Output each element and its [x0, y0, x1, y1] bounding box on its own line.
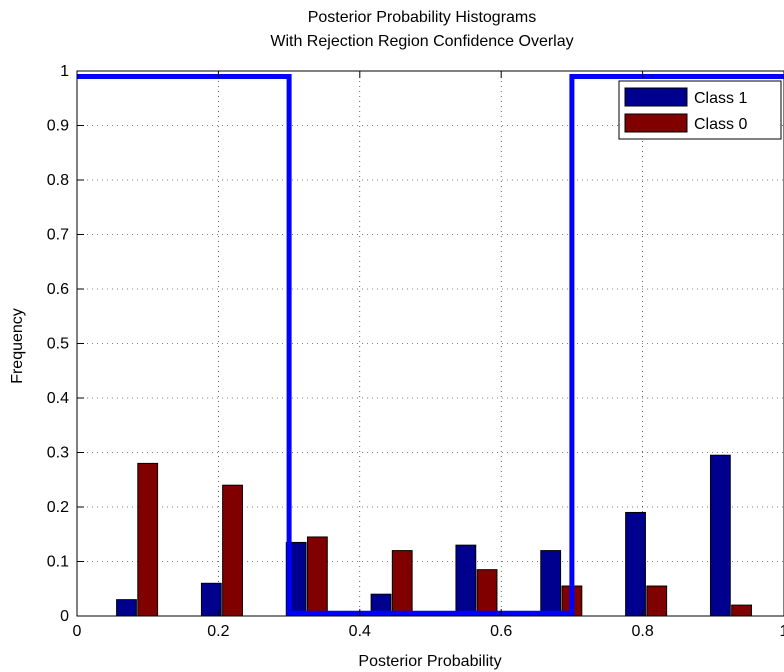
x-tick-label: 0.8	[631, 623, 653, 640]
legend: Class 1 Class 0	[618, 80, 782, 140]
rejection-region-line	[77, 73, 784, 616]
x-tick-label: 0	[73, 623, 82, 640]
ticks: 0 0.2 0.4 0.6 0.8 1 0 0.1 0.2 0.3 0.4 0.5 0.6 0.7 0.8 0…	[47, 63, 784, 640]
bar-class-0	[476, 569, 498, 617]
bar-class-1	[455, 544, 477, 617]
legend-swatch-class-1	[624, 87, 688, 107]
y-tick-label: 0.6	[47, 281, 69, 298]
bar-class-0	[222, 484, 243, 617]
bar-class-1	[540, 550, 562, 617]
y-tick-label: 0.3	[47, 445, 69, 462]
bar-class-1	[709, 454, 731, 617]
x-tick-label: 0.4	[349, 623, 371, 640]
y-tick-label: 1	[60, 63, 69, 80]
x-axis-label: Posterior Probability	[358, 653, 501, 670]
y-tick-label: 0.9	[47, 118, 69, 135]
y-axis-label: Frequency	[9, 308, 26, 384]
bar-class-0	[391, 550, 413, 617]
bar-class-1	[625, 511, 646, 617]
y-tick-label: 0.7	[47, 227, 69, 244]
chart-subtitle: With Rejection Region Confidence Overlay	[270, 33, 573, 50]
y-tick-label: 0.1	[47, 554, 69, 571]
bar-class-0	[646, 585, 668, 617]
bar-class-0	[137, 462, 159, 617]
y-tick-label: 0.5	[47, 336, 69, 353]
y-tick-label: 0	[60, 608, 69, 625]
x-tick-label: 0.2	[207, 623, 229, 640]
legend-swatch-class-0	[624, 113, 688, 133]
overlay	[77, 73, 784, 616]
x-tick-label: 1	[780, 623, 784, 640]
chart-title: Posterior Probability Histograms	[308, 9, 537, 26]
y-tick-label: 0.8	[47, 172, 69, 189]
bars	[116, 454, 752, 617]
bar-class-1	[116, 599, 137, 617]
legend-label-class-0: Class 0	[694, 116, 747, 133]
bar-class-0	[731, 604, 752, 617]
bar-class-0	[306, 536, 328, 617]
y-tick-label: 0.4	[47, 390, 69, 407]
legend-label-class-1: Class 1	[694, 90, 747, 107]
grid	[77, 71, 784, 616]
x-tick-label: 0.6	[490, 623, 512, 640]
y-tick-label: 0.2	[47, 499, 69, 516]
